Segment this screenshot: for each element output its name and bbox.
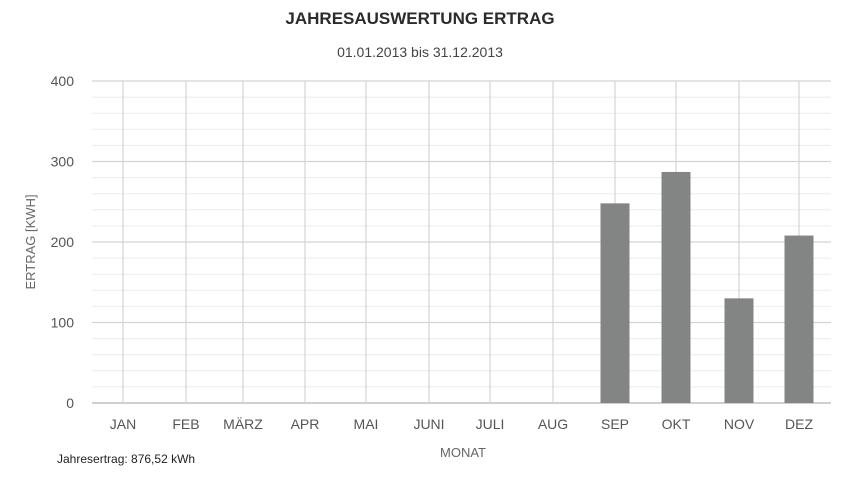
y-tick-label: 200: [51, 234, 75, 250]
x-tick-label: FEB: [172, 416, 199, 432]
x-tick-label: MÄRZ: [223, 416, 263, 432]
y-tick-label: 400: [51, 73, 75, 89]
annual-yield-total: Jahresertrag: 876,52 kWh: [57, 452, 196, 466]
x-tick-label: DEZ: [785, 416, 813, 432]
bar-sep: [600, 203, 630, 403]
y-tick-label: 0: [66, 395, 74, 411]
x-tick-label: SEP: [601, 416, 629, 432]
chart-grid: [92, 80, 831, 404]
y-axis-label: ERTRAG [KWH]: [23, 194, 38, 289]
x-tick-label: MAI: [354, 416, 379, 432]
x-tick-label: JUNI: [413, 416, 444, 432]
chart-subtitle: 01.01.2013 bis 31.12.2013: [337, 44, 503, 60]
y-axis-ticks: 0 100 200 300 400: [51, 73, 75, 411]
x-tick-label: OKT: [662, 416, 691, 432]
x-axis-ticks: JAN FEB MÄRZ APR MAI JUNI JULI AUG SEP OKT NOV DEZ: [110, 416, 814, 432]
y-tick-label: 100: [51, 315, 75, 331]
x-axis-label: MONAT: [440, 445, 486, 460]
y-tick-label: 300: [51, 154, 75, 170]
bar-nov: [724, 298, 754, 403]
x-tick-label: JAN: [110, 416, 136, 432]
chart-title: JAHRESAUSWERTUNG ERTRAG: [285, 9, 554, 28]
x-tick-label: JULI: [476, 416, 505, 432]
chart-bars: [600, 171, 814, 403]
x-tick-label: AUG: [538, 416, 568, 432]
x-tick-label: APR: [291, 416, 320, 432]
x-tick-label: NOV: [724, 416, 755, 432]
bar-okt: [661, 171, 691, 403]
bar-dez: [784, 235, 814, 403]
